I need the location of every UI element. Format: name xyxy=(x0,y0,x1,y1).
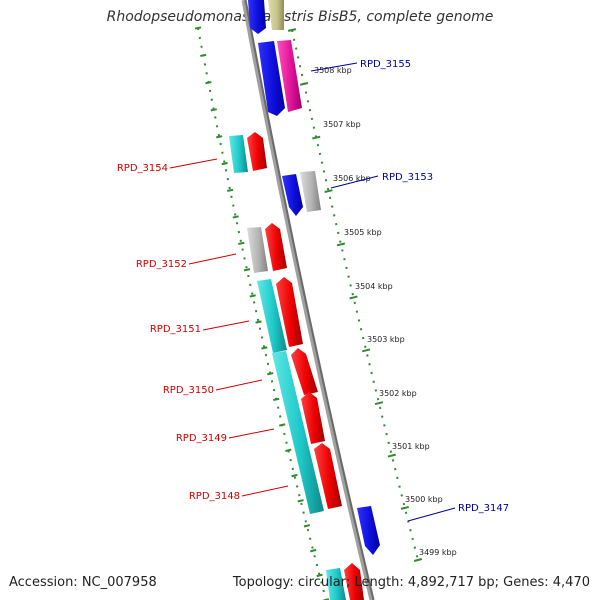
gene-rpd-3155-blue[interactable] xyxy=(258,41,285,116)
gene-rpd-3151-red[interactable] xyxy=(276,277,303,347)
scale-ticks-right xyxy=(287,28,423,562)
gene-rpd-3152-red[interactable] xyxy=(265,223,287,271)
leader-lines xyxy=(169,62,456,522)
scale-dash xyxy=(243,268,251,272)
gene-label-rpd-3153[interactable]: RPD_3153 xyxy=(382,172,433,183)
gene-label-rpd-3155[interactable]: RPD_3155 xyxy=(360,59,411,70)
gene-label-rpd-3154[interactable]: RPD_3154 xyxy=(117,163,168,174)
scale-dash xyxy=(221,162,228,166)
kbp-labels: 3508 kbp 3507 kbp 3506 kbp 3505 kbp 3504… xyxy=(314,66,457,557)
scale-tick xyxy=(387,453,396,458)
gene-rpd-3153-gray[interactable] xyxy=(300,171,321,212)
gene-blue-top[interactable] xyxy=(248,0,266,34)
gene-rpd-3155-magenta[interactable] xyxy=(277,40,302,112)
gene-label-rpd-3151[interactable]: RPD_3151 xyxy=(150,324,201,335)
gene-label-rpd-3152[interactable]: RPD_3152 xyxy=(136,259,187,270)
accession-label: Accession: NC_007958 xyxy=(9,575,157,590)
scale-dash xyxy=(261,346,268,350)
kbp-label: 3505 kbp xyxy=(344,228,382,237)
scale-dash xyxy=(200,53,207,57)
scale-dash xyxy=(285,448,292,453)
scale-dash xyxy=(316,573,323,578)
gene-rpd-3150-cyan[interactable] xyxy=(272,351,324,514)
scale-dash xyxy=(249,294,256,298)
scale-dash xyxy=(303,524,311,528)
gene-rpd-3149-red[interactable] xyxy=(301,392,325,444)
kbp-label: 3506 kbp xyxy=(333,174,371,183)
scale-dash xyxy=(238,241,245,246)
scale-dash xyxy=(205,81,212,85)
scale-dash xyxy=(267,372,274,376)
scale-tick xyxy=(312,135,321,140)
kbp-label: 3502 kbp xyxy=(379,389,417,398)
scale-dash xyxy=(310,548,317,553)
scale-dash xyxy=(273,397,280,402)
scale-dash xyxy=(194,26,202,30)
gene-rpd-3147-blue[interactable] xyxy=(357,506,380,555)
gene-label-rpd-3149[interactable]: RPD_3149 xyxy=(176,433,227,444)
scale-dash xyxy=(279,423,286,427)
scale-dash xyxy=(210,108,217,112)
kbp-label: 3500 kbp xyxy=(405,495,443,504)
gene-label-rpd-3148[interactable]: RPD_3148 xyxy=(189,491,240,502)
gene-labels: RPD_3155 RPD_3154 RPD_3153 RPD_3152 RPD_… xyxy=(117,59,509,514)
scale-dash xyxy=(297,499,304,503)
kbp-label: 3508 kbp xyxy=(314,66,352,75)
scale-dash xyxy=(216,135,223,139)
scale-tick xyxy=(374,401,384,406)
gene-label-rpd-3147[interactable]: RPD_3147 xyxy=(458,503,509,514)
gene-olive-top[interactable] xyxy=(268,0,284,30)
map-title: Rhodopseudomonas palustris BisB5, comple… xyxy=(106,9,494,25)
kbp-label: 3503 kbp xyxy=(367,335,405,344)
gene-rpd-3154-cyan[interactable] xyxy=(229,135,248,173)
gene-rpd-3150-red[interactable] xyxy=(291,348,318,395)
scale-tick xyxy=(362,348,371,353)
scale-dash xyxy=(232,215,239,219)
scale-tick xyxy=(349,295,358,300)
genome-backbone xyxy=(241,0,375,600)
gene-rpd-3154-red[interactable] xyxy=(247,132,267,171)
genome-backbone-shade xyxy=(244,0,375,600)
gene-features xyxy=(229,0,380,600)
gene-red-bottom[interactable] xyxy=(344,563,364,600)
gene-rpd-3148-red[interactable] xyxy=(314,443,342,509)
scale-tick xyxy=(299,82,309,86)
scale-tick xyxy=(400,505,409,510)
scale-dash xyxy=(322,598,330,600)
scale-tick xyxy=(287,28,297,32)
outer-right-track xyxy=(291,29,419,561)
gene-cyan-bottom[interactable] xyxy=(326,568,346,600)
scale-dash xyxy=(255,320,262,324)
scale-dash xyxy=(291,473,298,478)
kbp-label: 3507 kbp xyxy=(323,120,361,129)
scale-dash xyxy=(226,188,234,192)
scale-tick xyxy=(336,242,346,247)
gene-label-rpd-3150[interactable]: RPD_3150 xyxy=(163,385,214,396)
scale-tick xyxy=(324,189,333,193)
kbp-label: 3504 kbp xyxy=(355,282,393,291)
gene-rpd-3152-gray[interactable] xyxy=(247,227,268,273)
genome-stats: Topology: circular; Length: 4,892,717 bp… xyxy=(232,575,590,590)
gene-rpd-3151-cyan[interactable] xyxy=(257,279,287,353)
kbp-label: 3501 kbp xyxy=(392,442,430,451)
scale-dashes-left xyxy=(194,26,330,600)
gene-rpd-3153-blue[interactable] xyxy=(282,174,303,216)
kbp-label: 3499 kbp xyxy=(419,548,457,557)
scale-tick xyxy=(413,558,423,562)
